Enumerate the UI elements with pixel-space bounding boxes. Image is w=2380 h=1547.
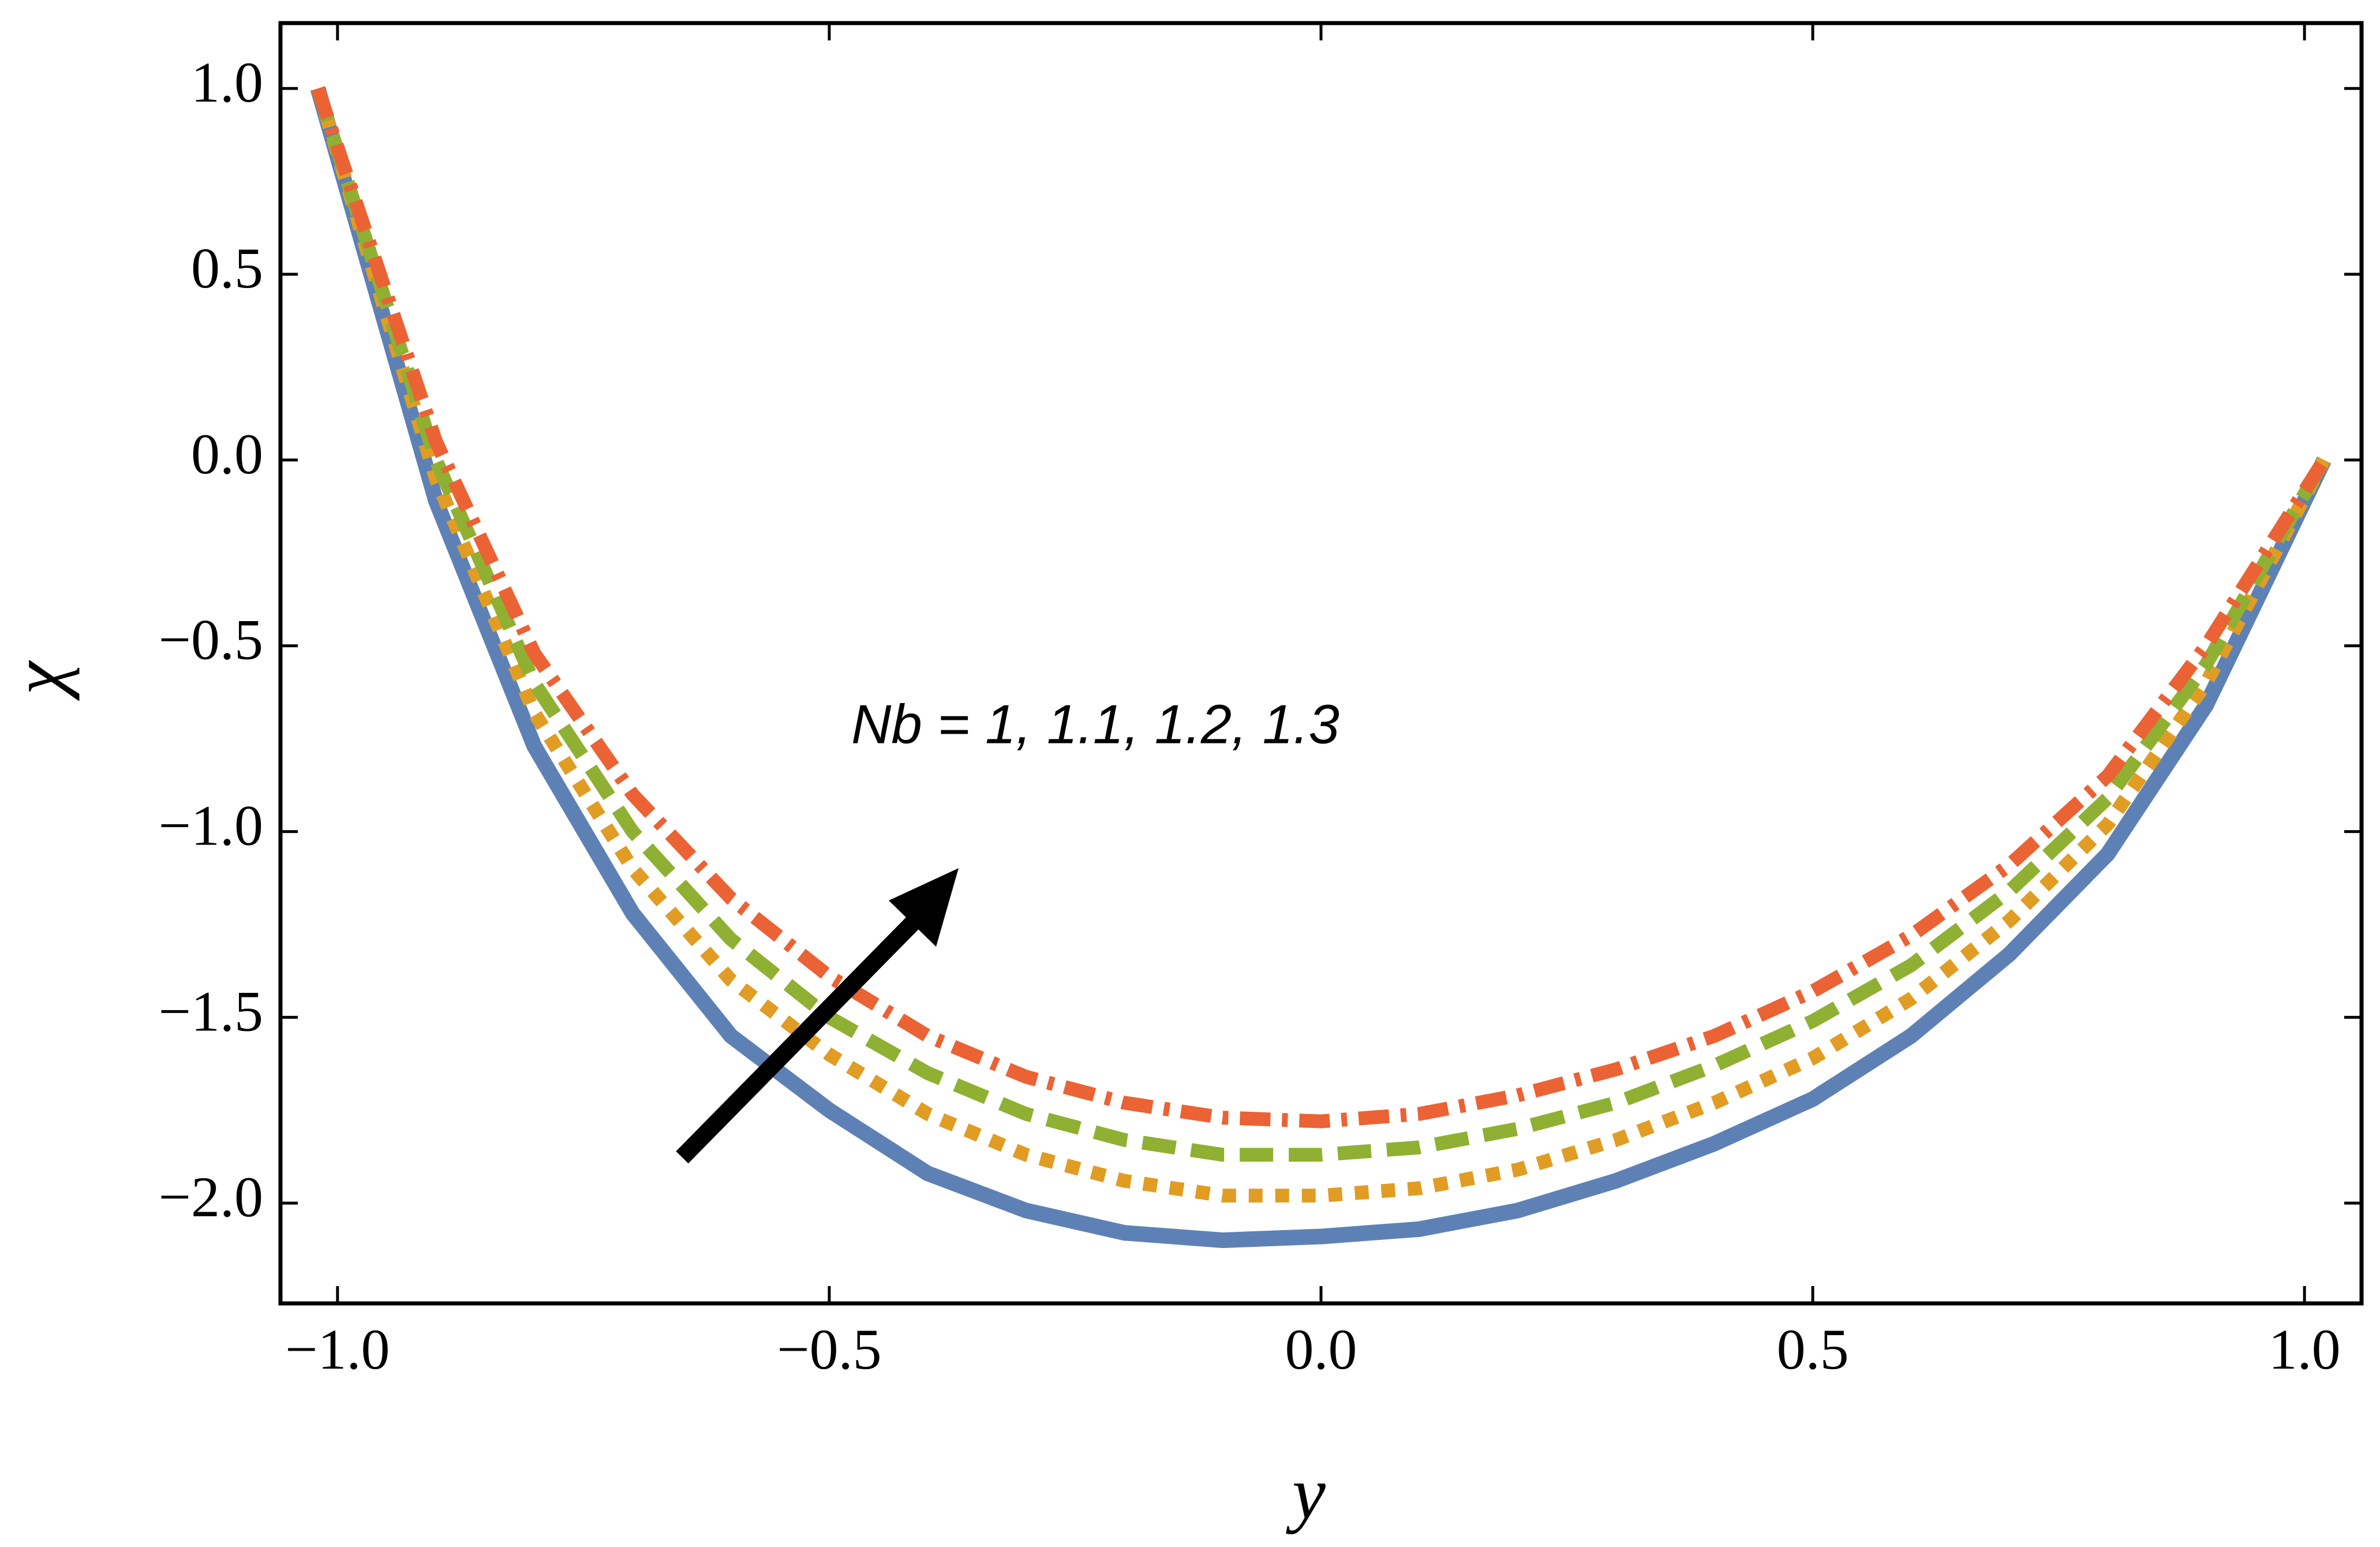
x-tick-label: −1.0 [285, 1317, 390, 1381]
arrow-shaft [676, 906, 930, 1164]
plot-frame [278, 21, 2364, 1306]
y-tick-label: 1.0 [191, 50, 263, 114]
y-tick-label: 0.0 [191, 422, 263, 486]
series-line [311, 86, 2330, 1129]
series-line [311, 86, 2330, 1162]
series-line [310, 86, 2332, 1249]
x-tick-label: 0.0 [1285, 1317, 1357, 1381]
arrow-head [889, 868, 959, 947]
x-axis-label: y [1286, 1452, 1326, 1535]
y-tick-label: 0.5 [191, 236, 263, 300]
x-tick-label: 0.5 [1777, 1317, 1849, 1381]
plot-area [310, 86, 2332, 1249]
annotation: Nb = 1, 1.1, 1.2, 1.3 [851, 693, 1339, 755]
y-axis-label: χ [0, 660, 80, 701]
y-tick-label: −2.0 [159, 1165, 263, 1229]
x-tick-label: 1.0 [2269, 1317, 2341, 1381]
series-line [311, 86, 2330, 1203]
y-tick-label: −1.5 [159, 979, 263, 1043]
y-tick-label: −1.0 [159, 794, 263, 858]
y-tick-label: −0.5 [159, 608, 263, 672]
x-tick-label: −0.5 [777, 1317, 881, 1381]
